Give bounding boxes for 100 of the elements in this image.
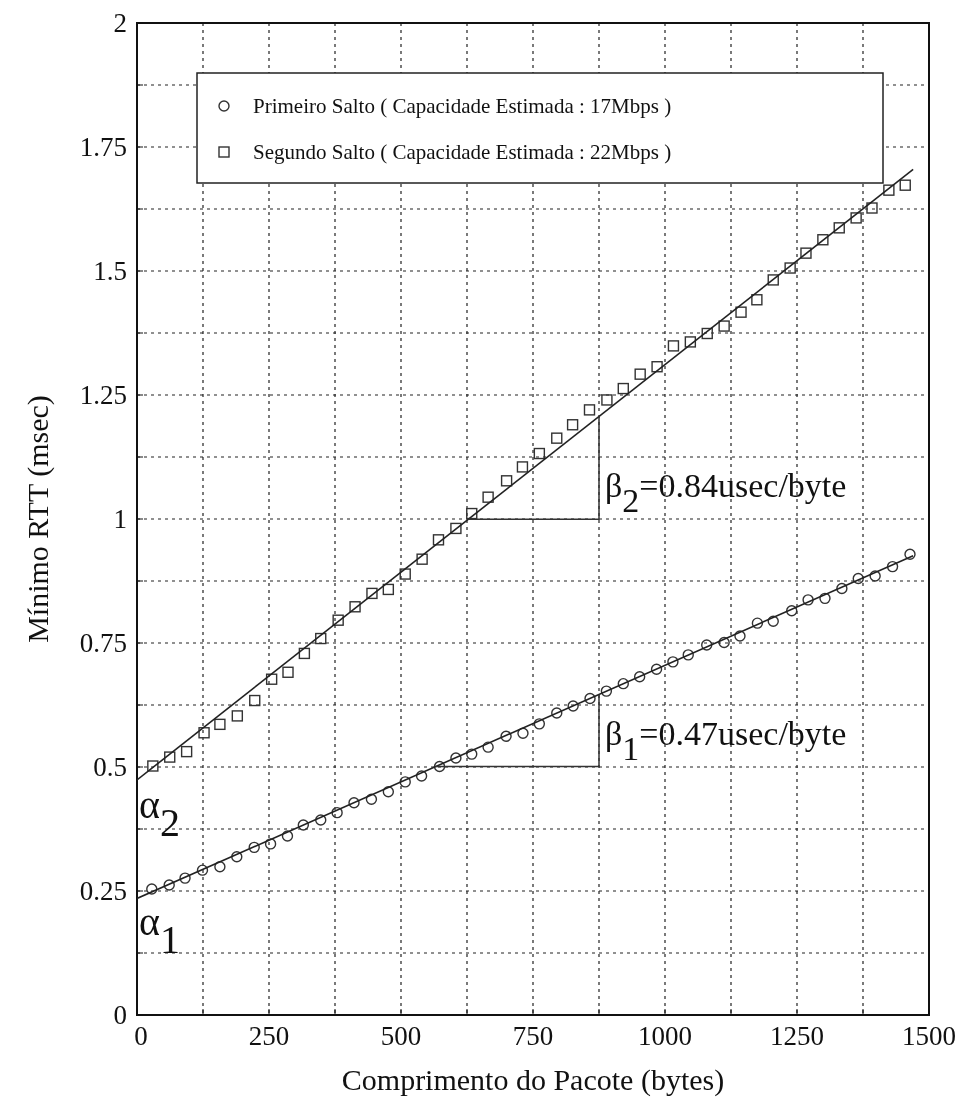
point [416, 553, 428, 565]
point [281, 830, 294, 842]
point [584, 692, 596, 705]
point [784, 262, 796, 274]
point [365, 793, 378, 805]
legend-label: Segundo Salto ( Capacidade Estimada : 22Mbps ) [253, 140, 672, 164]
point [682, 649, 694, 661]
point [701, 327, 713, 340]
point [802, 594, 814, 606]
point [734, 630, 746, 642]
point [382, 583, 395, 596]
point [248, 841, 260, 854]
point [331, 806, 343, 819]
point [500, 730, 512, 742]
point [667, 656, 679, 668]
point [198, 727, 210, 739]
point [500, 475, 513, 487]
point [533, 447, 546, 460]
point [214, 718, 226, 731]
y-axis-title: Mínimo RTT (msec) [21, 395, 55, 643]
point [163, 879, 175, 891]
point [617, 677, 629, 690]
y-tick-label: 0 [113, 1000, 127, 1030]
point [767, 615, 779, 627]
point [567, 700, 579, 712]
point [852, 572, 864, 585]
point [751, 294, 763, 306]
point [432, 534, 445, 546]
point [800, 247, 812, 259]
point [836, 582, 848, 595]
point [382, 786, 395, 798]
point [450, 522, 462, 535]
point [516, 461, 529, 473]
y-tick-label: 1.75 [79, 132, 127, 162]
point [883, 184, 895, 196]
point [399, 776, 411, 788]
point [433, 760, 446, 773]
point [315, 814, 327, 826]
point [349, 601, 361, 613]
point [904, 548, 916, 560]
point [366, 587, 378, 600]
point [866, 202, 878, 214]
point [282, 666, 294, 678]
x-tick-label: 1000 [638, 1021, 692, 1051]
point [718, 636, 730, 649]
point [517, 727, 529, 739]
point [348, 797, 360, 809]
point [886, 560, 899, 573]
point [332, 614, 344, 626]
point [146, 883, 158, 895]
point [600, 685, 613, 697]
y-tick-label: 0.25 [79, 876, 127, 906]
point [466, 507, 478, 520]
point [633, 671, 646, 683]
point [684, 336, 697, 348]
point [450, 752, 462, 764]
point [196, 864, 209, 876]
point [231, 851, 243, 863]
point [315, 632, 327, 645]
legend-label: Primeiro Salto ( Capacidade Estimada : 17Mbps ) [253, 94, 672, 118]
point [767, 274, 779, 286]
point [651, 361, 663, 373]
point [180, 745, 193, 758]
point [415, 770, 428, 782]
point [298, 647, 311, 660]
point [265, 673, 278, 685]
point [718, 320, 730, 332]
point [249, 694, 261, 707]
point [482, 741, 494, 753]
point [551, 432, 563, 444]
point [735, 306, 747, 318]
point [833, 222, 845, 234]
x-tick-label: 0 [134, 1021, 148, 1051]
point [751, 617, 764, 629]
y-tick-label: 0.5 [93, 752, 127, 782]
point [399, 568, 411, 580]
point [566, 419, 579, 431]
point [850, 212, 862, 224]
point [667, 340, 680, 352]
point [701, 639, 713, 651]
point [650, 663, 663, 675]
point [819, 592, 831, 605]
point [817, 234, 829, 246]
y-tick-label: 1.25 [79, 380, 127, 410]
point [786, 605, 798, 617]
x-tick-label: 750 [512, 1021, 554, 1051]
point [551, 707, 563, 719]
point [617, 382, 629, 395]
point [482, 491, 494, 503]
x-axis-title: Comprimento do Pacote (bytes) [341, 1063, 725, 1097]
point [583, 404, 596, 416]
point [869, 570, 881, 582]
point [601, 394, 613, 406]
point [899, 179, 911, 191]
point [147, 760, 159, 772]
point [231, 710, 244, 722]
y-tick-label: 2 [113, 8, 127, 38]
x-tick-label: 1500 [902, 1021, 956, 1051]
point [297, 819, 310, 831]
point [164, 751, 176, 763]
